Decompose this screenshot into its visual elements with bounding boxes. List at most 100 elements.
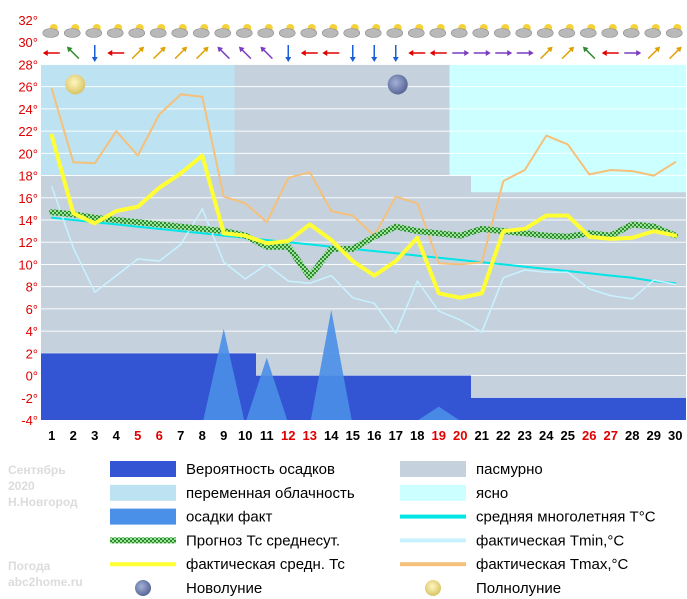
sidebar-site: abc2home.ru xyxy=(8,575,83,589)
wind-arrow-head xyxy=(285,57,292,62)
wind-arrow-head xyxy=(429,50,435,56)
wind-arrow-head xyxy=(392,57,399,62)
y-tick-label: 8° xyxy=(26,280,38,295)
cloud-glyph xyxy=(601,28,619,38)
y-tick-label: 16° xyxy=(18,191,38,206)
x-tick-label: 20 xyxy=(453,428,467,443)
cloud-glyph xyxy=(536,28,554,38)
wind-arrow-icon xyxy=(392,45,399,62)
cloud-icon xyxy=(106,24,124,38)
cloud-glyph xyxy=(321,28,339,38)
wind-arrow-icon xyxy=(371,45,378,62)
sidebar: Сентябрь 2020 Н.Новгород Погода abc2home… xyxy=(8,463,83,589)
x-tick-label: 3 xyxy=(91,428,98,443)
x-tick-label: 17 xyxy=(389,428,403,443)
legend-label: осадки факт xyxy=(186,509,272,526)
wind-arrow-head xyxy=(159,46,166,53)
y-axis: -4° -2° 0° 2° 4° 6° 8° 10° 12° 14° 16° 18° 20° 22° 24°… xyxy=(18,13,38,428)
series-actual-mean xyxy=(49,133,678,300)
x-tick-label: 4 xyxy=(113,428,121,443)
x-tick-label: 26 xyxy=(582,428,596,443)
new-moon-icon xyxy=(387,74,408,95)
wind-arrow-head xyxy=(408,50,414,56)
cloud-glyph xyxy=(622,28,640,38)
cloud-icon xyxy=(515,24,533,38)
x-tick-label: 29 xyxy=(647,428,661,443)
cloud-glyph xyxy=(450,28,468,38)
y-tick-label: 14° xyxy=(18,213,38,228)
wind-arrow-head xyxy=(675,46,682,53)
legend-item: средняя многолетняя T°C xyxy=(400,509,656,526)
wind-arrow-head xyxy=(300,50,306,56)
cloud-glyph xyxy=(429,28,447,38)
wind-arrow-icon xyxy=(300,50,318,56)
x-tick-label: 15 xyxy=(346,428,360,443)
wind-arrow-icon xyxy=(217,46,230,60)
legend-swatch xyxy=(400,484,466,501)
wind-arrow-icon xyxy=(561,46,575,60)
x-tick-label: 11 xyxy=(260,428,274,443)
precip-fact-peak xyxy=(418,406,460,420)
wind-arrow-icon xyxy=(429,50,447,56)
y-tick-label: 18° xyxy=(18,169,38,184)
wind-arrow-head xyxy=(601,50,607,56)
cloud-icon xyxy=(63,24,81,38)
series-forecast xyxy=(48,209,679,280)
y-tick-label: 28° xyxy=(18,57,38,72)
legend-item: фактическая средн. Тс xyxy=(110,556,345,573)
wind-arrow-head xyxy=(181,46,188,53)
y-tick-label: 12° xyxy=(18,235,38,250)
wind-arrow-icon xyxy=(408,50,426,56)
cloud-icon xyxy=(364,24,382,38)
cloud-icon xyxy=(42,24,60,38)
legend-item: фактическая Tmax,°C xyxy=(400,556,629,573)
cloud-icon xyxy=(192,24,210,38)
legend-item: ясно xyxy=(400,484,508,502)
wind-arrow-head xyxy=(217,46,224,53)
legend-label: пасмурно xyxy=(476,461,543,478)
wind-arrow-head xyxy=(636,50,642,56)
y-tick-label: 22° xyxy=(18,124,38,139)
y-tick-label: 4° xyxy=(26,324,38,339)
legend-label: фактическая средн. Тс xyxy=(186,556,345,573)
wind-arrow-icon xyxy=(91,45,98,62)
full-moon-icon xyxy=(65,74,86,95)
legend-label: Прогноз Тс среднесут. xyxy=(186,532,340,549)
x-tick-label: 1 xyxy=(48,428,55,443)
cloud-icon xyxy=(321,24,339,38)
x-axis: 1 2 3 4 5 6 7 8 9 10 11 12 13 14 15 16 17 18 19 20 21 22 23 24 2… xyxy=(48,428,682,443)
cloud-glyph xyxy=(278,28,296,38)
wind-arrow-head xyxy=(507,50,513,56)
wind-arrow-icon xyxy=(349,45,356,62)
x-tick-label: 10 xyxy=(238,428,252,443)
legend-swatch xyxy=(400,538,466,543)
wind-arrow-icon xyxy=(153,46,166,60)
cloud-glyph xyxy=(149,28,167,38)
wind-arrow-head xyxy=(568,46,575,53)
cloud-icon xyxy=(622,24,640,38)
cloud-glyph xyxy=(493,28,511,38)
wind-arrow-icon xyxy=(260,46,273,60)
x-tick-label: 14 xyxy=(324,428,339,443)
cloud-icon xyxy=(644,24,662,38)
legend-swatch xyxy=(110,562,176,567)
sidebar-site-label: Погода xyxy=(8,559,51,573)
wind-arrow-icon xyxy=(582,46,596,60)
cloud-icon xyxy=(214,24,232,38)
cloud-glyph xyxy=(42,28,60,38)
series-tmax xyxy=(50,87,677,266)
precip-fact-peak xyxy=(246,357,288,420)
legend-label: переменная облачность xyxy=(186,485,355,502)
plot-area xyxy=(41,19,686,421)
legend-item: Прогноз Тс среднесут. xyxy=(110,532,340,549)
y-tick-label: 10° xyxy=(18,257,38,272)
x-tick-label: 18 xyxy=(410,428,424,443)
legend-label: ясно xyxy=(476,485,508,502)
cloud-glyph xyxy=(214,28,232,38)
cloud-icon xyxy=(300,24,318,38)
wind-arrow-icon xyxy=(452,50,470,56)
legend-label: фактическая Tmin,°C xyxy=(476,532,624,549)
wind-arrow-head xyxy=(546,46,553,53)
cloud-icon xyxy=(429,24,447,38)
precip-probability-bar xyxy=(471,397,686,420)
